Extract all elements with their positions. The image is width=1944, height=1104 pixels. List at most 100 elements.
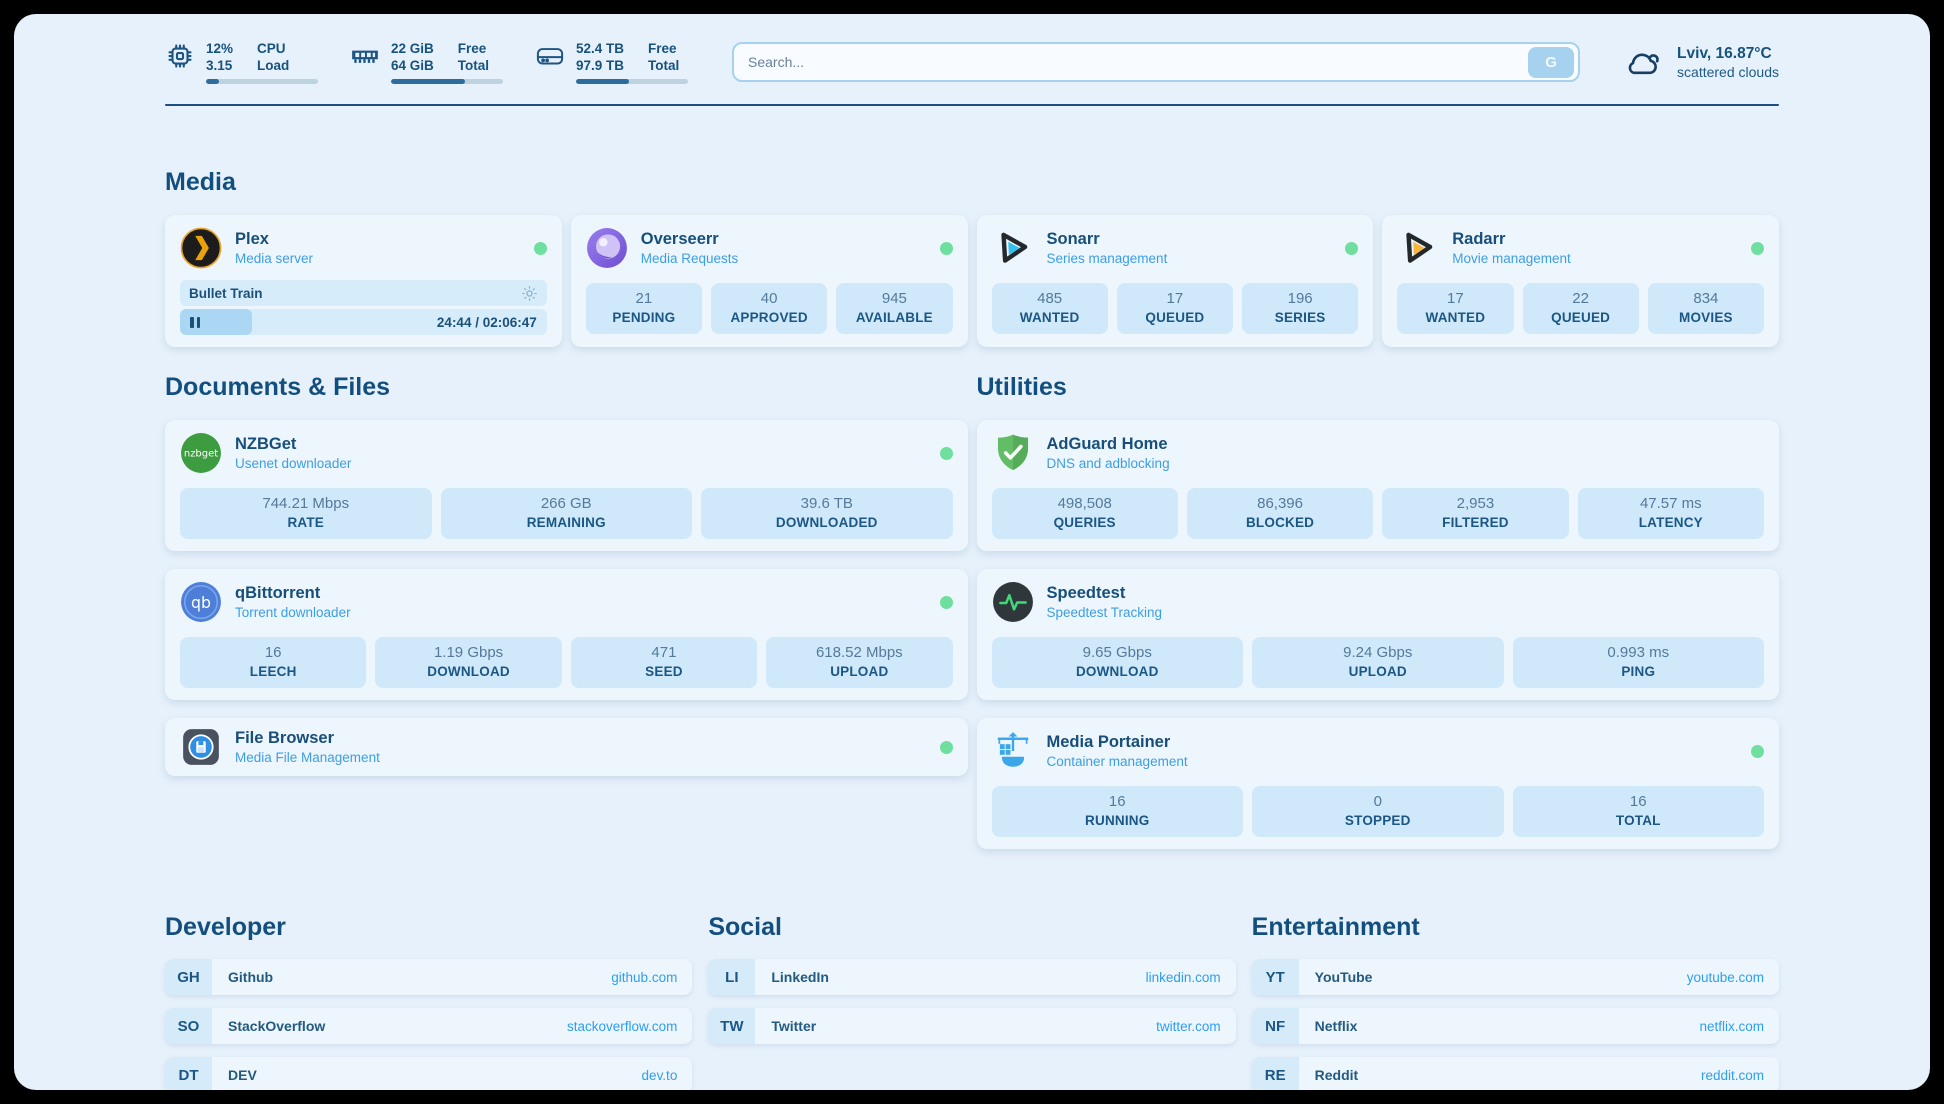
stat-value: 17 xyxy=(1447,290,1464,307)
disk-icon xyxy=(536,48,564,65)
disk-total: 97.9 TB xyxy=(576,58,625,73)
stat-label: UPLOAD xyxy=(830,664,889,679)
stat-box: 1.19 Gbps DOWNLOAD xyxy=(375,637,562,688)
plex-icon xyxy=(180,227,222,269)
bookmark-twitter[interactable]: TW Twitter twitter.com xyxy=(708,1008,1236,1044)
card-subtitle: DNS and adblocking xyxy=(1046,456,1170,471)
search-box: G xyxy=(732,42,1581,82)
stat-value: 39.6 TB xyxy=(800,495,853,512)
stat-label: TOTAL xyxy=(1615,813,1661,828)
card-subtitle: Container management xyxy=(1046,754,1188,769)
bookmark-abbr: LI xyxy=(708,959,756,995)
ram-total: 64 GiB xyxy=(391,58,434,73)
section-title-developer: Developer xyxy=(165,913,286,941)
nzbget-card[interactable]: nzbget NZBGet Usenet downloader 744.21 M… xyxy=(165,420,968,551)
stat-box: 17 WANTED xyxy=(1397,283,1514,334)
bookmark-stackoverflow[interactable]: SO StackOverflow stackoverflow.com xyxy=(165,1008,693,1044)
bookmark-netflix[interactable]: NF Netflix netflix.com xyxy=(1251,1008,1779,1044)
card-subtitle: Movie management xyxy=(1452,251,1571,266)
status-indicator xyxy=(939,740,953,754)
card-title: AdGuard Home xyxy=(1046,435,1168,453)
bookmark-url: twitter.com xyxy=(1156,1018,1221,1034)
stat-value: 471 xyxy=(651,644,677,661)
portainer-card[interactable]: Media Portainer Container management 16 … xyxy=(976,718,1779,849)
dashboard-panel: 12% 3.15 CPU Load xyxy=(14,14,1930,1090)
nzbget-icon: nzbget xyxy=(180,432,222,474)
stat-value: 21 xyxy=(635,290,653,307)
stat-box: 39.6 TB DOWNLOADED xyxy=(701,488,953,539)
stat-box: 945 AVAILABLE xyxy=(836,283,953,334)
stat-label: DOWNLOADED xyxy=(775,515,878,530)
stat-box: 47.57 ms LATENCY xyxy=(1577,488,1764,539)
stat-value: 86,396 xyxy=(1257,495,1303,512)
status-indicator xyxy=(939,446,953,460)
bookmark-github[interactable]: GH Github github.com xyxy=(165,959,693,995)
stat-value: 485 xyxy=(1037,290,1063,307)
bookmark-reddit[interactable]: RE Reddit reddit.com xyxy=(1251,1057,1779,1090)
search-input[interactable] xyxy=(748,54,1529,70)
plex-card[interactable]: Plex Media server Bullet Train 24:44 / 0… xyxy=(165,215,562,347)
bookmark-url: youtube.com xyxy=(1686,969,1764,985)
stat-box: 618.52 Mbps UPLOAD xyxy=(766,637,953,688)
stat-label: RUNNING xyxy=(1085,813,1150,828)
bookmark-dev[interactable]: DT DEV dev.to xyxy=(165,1057,693,1090)
sonarr-card[interactable]: Sonarr Series management 485 WANTED 17 Q… xyxy=(976,215,1374,347)
stat-label: LATENCY xyxy=(1638,515,1703,530)
bookmark-youtube[interactable]: YT YouTube youtube.com xyxy=(1251,959,1779,995)
card-title: Radarr xyxy=(1452,230,1506,248)
settings-icon[interactable] xyxy=(521,285,538,302)
cpu-widget: 12% 3.15 CPU Load xyxy=(165,40,318,84)
svg-text:qb: qb xyxy=(191,593,211,612)
sonarr-icon xyxy=(992,227,1034,269)
top-bar: 12% 3.15 CPU Load xyxy=(165,40,1779,84)
memory-icon xyxy=(352,50,378,63)
playback-progress-bar[interactable]: 24:44 / 02:06:47 xyxy=(180,309,547,335)
stat-label: SERIES xyxy=(1274,310,1326,325)
overseerr-card[interactable]: Overseerr Media Requests 21 PENDING 40 A… xyxy=(570,215,968,347)
status-indicator xyxy=(1345,241,1359,255)
stat-label: QUEUED xyxy=(1551,310,1611,325)
cpu-percent: 12% xyxy=(206,41,234,56)
card-title: Overseerr xyxy=(640,230,719,248)
qbittorrent-card[interactable]: qb qBittorrent Torrent downloader 16 LEE… xyxy=(165,569,968,700)
weather-location-temp: Lviv, 16.87°C xyxy=(1677,44,1772,62)
svg-text:nzbget: nzbget xyxy=(184,449,218,460)
bookmark-name: Reddit xyxy=(1314,1067,1359,1083)
pause-icon[interactable] xyxy=(190,316,200,328)
filebrowser-card[interactable]: File Browser Media File Management xyxy=(165,718,968,776)
now-playing-title: Bullet Train xyxy=(189,285,263,301)
stat-label: BLOCKED xyxy=(1245,515,1315,530)
cpu-chip-icon xyxy=(168,44,192,68)
bookmark-abbr: GH xyxy=(165,959,212,995)
speedtest-icon xyxy=(992,581,1034,623)
status-indicator xyxy=(939,595,953,609)
stat-label: WANTED xyxy=(1425,310,1486,325)
bookmarks-entertainment: Entertainment YT YouTube youtube.com NF … xyxy=(1251,913,1779,1090)
bookmark-name: StackOverflow xyxy=(228,1018,326,1034)
status-indicator xyxy=(1751,241,1764,255)
section-title-social: Social xyxy=(708,913,782,941)
bookmark-linkedin[interactable]: LI LinkedIn linkedin.com xyxy=(708,959,1236,995)
stat-box: 17 QUEUED xyxy=(1116,283,1233,334)
stat-label: RATE xyxy=(287,515,325,530)
stat-box: 86,396 BLOCKED xyxy=(1186,488,1374,539)
card-subtitle: Speedtest Tracking xyxy=(1046,605,1163,620)
bookmarks-social: Social LI LinkedIn linkedin.com TW Twitt… xyxy=(708,913,1236,1090)
stat-value: 22 xyxy=(1572,290,1589,307)
stat-label: STOPPED xyxy=(1344,813,1411,828)
stat-value: 498,508 xyxy=(1057,495,1112,512)
speedtest-card[interactable]: Speedtest Speedtest Tracking 9.65 Gbps D… xyxy=(976,569,1779,700)
card-subtitle: Media Requests xyxy=(640,251,739,266)
status-indicator xyxy=(533,241,547,255)
stat-box: 266 GB REMAINING xyxy=(440,488,692,539)
bookmark-abbr: RE xyxy=(1251,1057,1299,1090)
bookmark-url: linkedin.com xyxy=(1145,969,1221,985)
radarr-card[interactable]: Radarr Movie management 17 WANTED 22 QUE… xyxy=(1382,215,1779,347)
stat-box: 471 SEED xyxy=(570,637,758,688)
search-engine-button[interactable]: G xyxy=(1528,46,1575,78)
stat-box: 834 MOVIES xyxy=(1647,283,1764,334)
stat-label: DOWNLOAD xyxy=(1075,664,1159,679)
bookmark-url: github.com xyxy=(611,969,678,985)
section-title-entertainment: Entertainment xyxy=(1251,913,1420,941)
adguard-card[interactable]: AdGuard Home DNS and adblocking 498,508 … xyxy=(976,420,1779,551)
